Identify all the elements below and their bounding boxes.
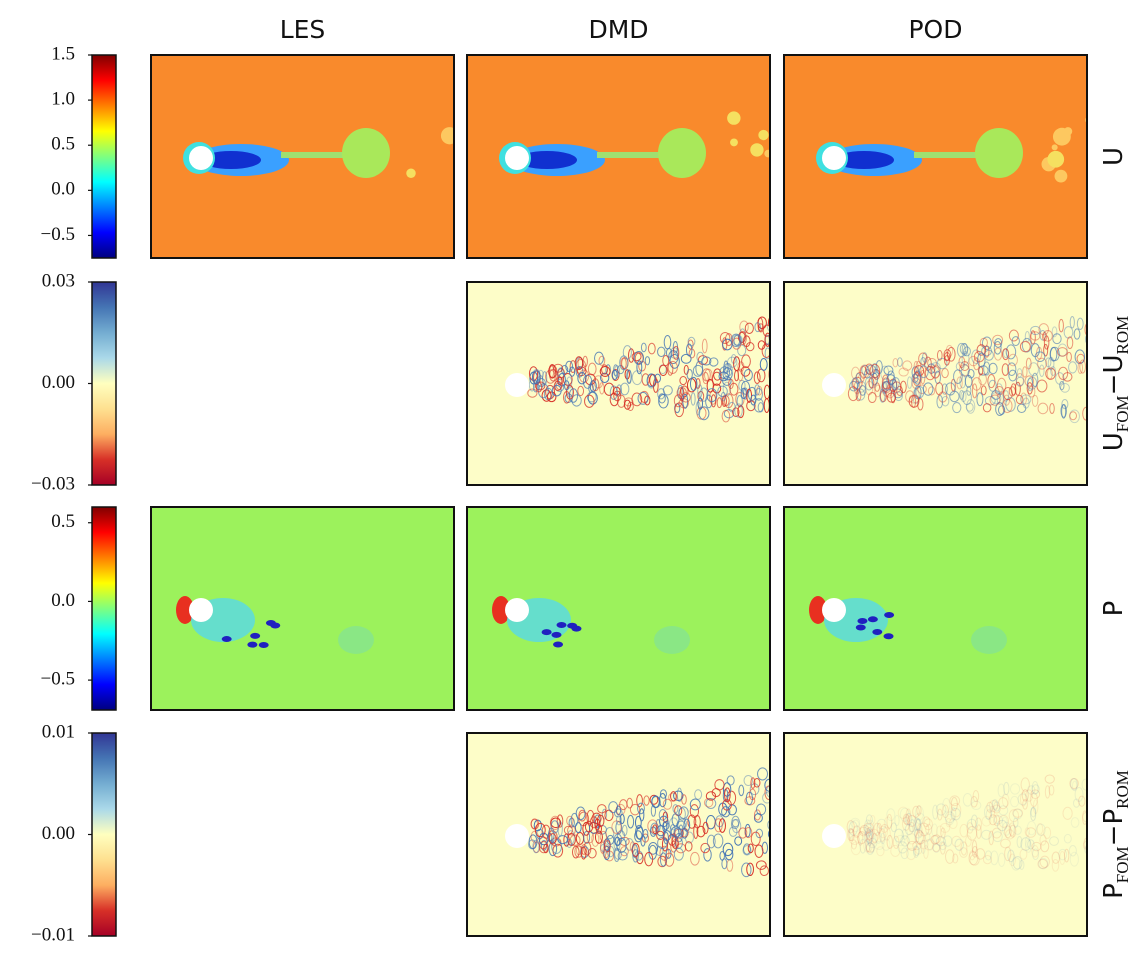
row-label-part: U: [1099, 147, 1129, 166]
column-title: DMD: [588, 15, 648, 44]
field-panel: [784, 282, 1090, 485]
row-label: UFOM−UROM: [1099, 316, 1132, 451]
row-label-part: P: [1099, 601, 1129, 617]
field-panel: [467, 507, 770, 710]
colorbar-tick-label: 0.03: [42, 270, 75, 291]
pressure: [542, 629, 552, 635]
colorbar-tick-label: −0.5: [41, 668, 75, 689]
colorbar-tick-label: 0.5: [51, 511, 75, 532]
colorbar-tick-label: 1.5: [51, 43, 75, 64]
pressure: [222, 636, 232, 642]
pressure: [857, 618, 867, 624]
pressure: [872, 629, 882, 635]
cylinder: [505, 598, 529, 622]
cylinder: [505, 824, 529, 848]
pressure: [247, 642, 257, 648]
wake: [758, 130, 768, 140]
row-label-part: U: [1099, 432, 1129, 451]
field-panel: [467, 733, 775, 936]
pressure: [551, 632, 561, 638]
wake: [750, 143, 763, 156]
row-label: U: [1099, 147, 1129, 166]
row-label: PFOM−PROM: [1099, 770, 1132, 899]
colorbar-tick-label: −0.03: [31, 473, 75, 494]
colorbar-tick-label: −0.01: [31, 924, 75, 945]
wake: [1103, 131, 1118, 146]
colorbar-tick-label: 0.00: [42, 823, 75, 844]
column-title: POD: [908, 15, 962, 44]
cylinder: [189, 146, 213, 170]
field-panel: [784, 55, 1132, 258]
wake: [727, 111, 740, 124]
pressure: [338, 626, 374, 654]
row-label-subscript: FOM: [1113, 395, 1132, 432]
field-panel: [467, 282, 774, 485]
wake: [658, 128, 706, 178]
row-label-part: −: [1099, 825, 1129, 847]
colorbar-tick-label: 0.00: [42, 372, 75, 393]
wake: [456, 143, 467, 154]
colorbar: [92, 507, 116, 710]
field-panel: [784, 507, 1087, 710]
column-title: LES: [280, 15, 326, 44]
cylinder: [822, 824, 846, 848]
pressure: [557, 622, 567, 628]
wake: [1047, 151, 1064, 168]
cylinder: [822, 146, 846, 170]
pressure: [868, 616, 878, 622]
field-panel: [151, 507, 454, 710]
wake: [1098, 170, 1104, 176]
wake: [1108, 139, 1117, 148]
wake: [1119, 137, 1128, 146]
cylinder: [822, 373, 846, 397]
wake: [1052, 144, 1058, 150]
pressure: [971, 626, 1007, 654]
pressure: [654, 626, 690, 654]
cylinder: [822, 598, 846, 622]
cylinder: [505, 146, 529, 170]
row-label-subscript: ROM: [1113, 770, 1132, 809]
field-panel: [467, 55, 823, 258]
colorbar: [92, 55, 116, 258]
colorbar-tick-label: 0.5: [51, 134, 75, 155]
cylinder: [189, 598, 213, 622]
pressure: [266, 620, 276, 626]
wake: [1055, 170, 1068, 183]
pressure: [553, 641, 563, 647]
figure: LESDMDPOD1.51.00.50.0−0.5U0.030.00−0.03U…: [0, 0, 1140, 958]
field-panel: [151, 55, 501, 258]
row-label-subscript: FOM: [1113, 846, 1132, 883]
field-panel: [784, 733, 1093, 936]
colorbar-tick-label: 0.01: [42, 721, 75, 742]
colorbar: [92, 282, 116, 485]
wake: [1053, 128, 1071, 146]
colorbar-tick-label: 0.0: [51, 179, 75, 200]
row-label-part: U: [1099, 355, 1129, 374]
row-label: P: [1099, 601, 1129, 617]
wake: [441, 127, 458, 144]
colorbar: [92, 733, 116, 936]
row-label-part: P: [1099, 809, 1129, 825]
wake: [975, 128, 1023, 178]
cylinder: [505, 373, 529, 397]
colorbar-tick-label: 1.0: [51, 88, 75, 109]
wake: [1118, 127, 1128, 137]
row-label-part: P: [1099, 883, 1129, 899]
pressure: [856, 625, 866, 631]
wake: [730, 138, 738, 146]
pressure: [884, 633, 894, 639]
wake: [342, 128, 390, 178]
pressure: [259, 642, 269, 648]
wake: [406, 169, 415, 178]
pressure: [250, 633, 260, 639]
pressure: [884, 612, 894, 618]
colorbar-tick-label: −0.5: [41, 224, 75, 245]
row-label-part: −: [1099, 374, 1129, 396]
colorbar-tick-label: 0.0: [51, 590, 75, 611]
pressure: [567, 623, 577, 629]
row-label-subscript: ROM: [1113, 316, 1132, 355]
